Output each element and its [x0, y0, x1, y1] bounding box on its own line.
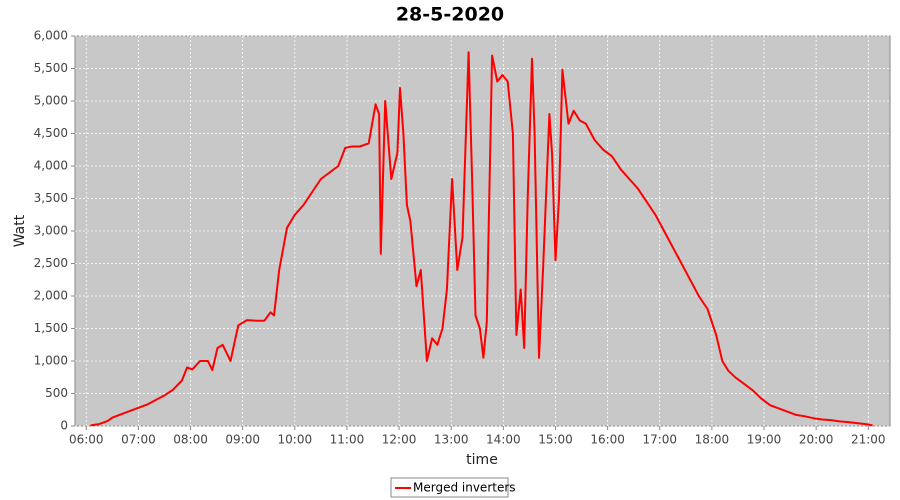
series-line: [90, 51, 873, 427]
y-tick-label: 3,000: [34, 224, 68, 238]
x-tick-label: 12:00: [382, 433, 417, 447]
x-axis-label: time: [466, 452, 498, 468]
x-tick-label: 15:00: [538, 433, 573, 447]
y-tick-label: 500: [45, 386, 68, 400]
x-tick-label: 13:00: [434, 433, 469, 447]
x-tick-label: 06:00: [69, 433, 104, 447]
x-tick-label: 11:00: [330, 433, 365, 447]
y-tick-label: 5,500: [34, 61, 68, 75]
x-tick-label: 07:00: [121, 433, 156, 447]
x-tick-label: 17:00: [642, 433, 677, 447]
y-tick-label: 5,000: [34, 94, 68, 108]
y-tick-label: 6,000: [34, 29, 68, 43]
x-tick-label: 14:00: [486, 433, 521, 447]
legend-label: Merged inverters: [413, 481, 516, 495]
x-tick-label: 19:00: [747, 433, 782, 447]
x-tick-label: 16:00: [590, 433, 625, 447]
y-tick-label: 3,500: [34, 191, 68, 205]
x-tick-label: 09:00: [225, 433, 260, 447]
y-tick-label: 2,500: [34, 256, 68, 270]
x-tick-label: 10:00: [278, 433, 313, 447]
y-tick-label: 1,000: [34, 354, 68, 368]
chart-title: 28-5-2020: [396, 4, 504, 26]
y-tick-label: 0: [60, 419, 68, 433]
y-tick-label: 2,000: [34, 289, 68, 303]
x-tick-label: 08:00: [173, 433, 208, 447]
y-tick-label: 4,000: [34, 159, 68, 173]
y-tick-label: 4,500: [34, 126, 68, 140]
x-tick-label: 18:00: [695, 433, 730, 447]
legend: [390, 477, 509, 498]
y-tick-label: 1,500: [34, 321, 68, 335]
y-axis-label: Watt: [12, 214, 28, 247]
x-tick-label: 21:00: [851, 433, 886, 447]
x-tick-label: 20:00: [799, 433, 834, 447]
plot-area: [74, 35, 891, 427]
